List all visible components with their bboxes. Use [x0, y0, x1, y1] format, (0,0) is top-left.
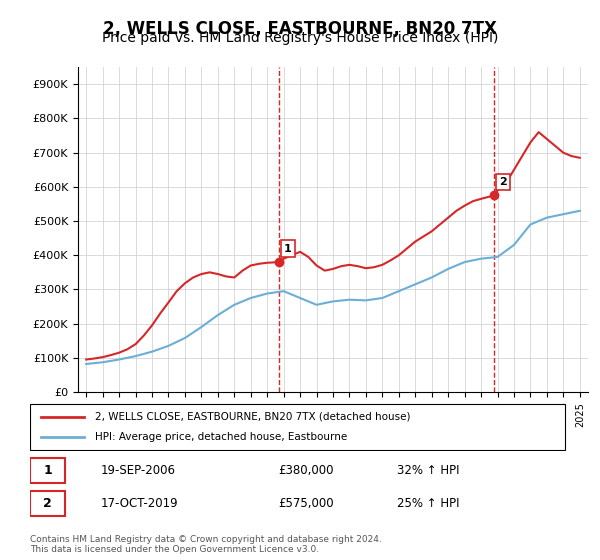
Text: £575,000: £575,000 — [278, 497, 334, 510]
Text: 2: 2 — [43, 497, 52, 510]
Text: 17-OCT-2019: 17-OCT-2019 — [100, 497, 178, 510]
Text: 1: 1 — [284, 244, 292, 254]
FancyBboxPatch shape — [30, 404, 565, 450]
Text: Price paid vs. HM Land Registry's House Price Index (HPI): Price paid vs. HM Land Registry's House … — [102, 31, 498, 45]
Text: 2, WELLS CLOSE, EASTBOURNE, BN20 7TX: 2, WELLS CLOSE, EASTBOURNE, BN20 7TX — [103, 20, 497, 38]
Text: 32% ↑ HPI: 32% ↑ HPI — [397, 464, 460, 477]
Text: 25% ↑ HPI: 25% ↑ HPI — [397, 497, 460, 510]
Text: 2: 2 — [499, 177, 507, 187]
Text: 1: 1 — [43, 464, 52, 477]
Text: 2, WELLS CLOSE, EASTBOURNE, BN20 7TX (detached house): 2, WELLS CLOSE, EASTBOURNE, BN20 7TX (de… — [95, 412, 410, 422]
Text: Contains HM Land Registry data © Crown copyright and database right 2024.
This d: Contains HM Land Registry data © Crown c… — [30, 535, 382, 554]
Text: 19-SEP-2006: 19-SEP-2006 — [100, 464, 175, 477]
FancyBboxPatch shape — [30, 458, 65, 483]
FancyBboxPatch shape — [30, 491, 65, 516]
Text: HPI: Average price, detached house, Eastbourne: HPI: Average price, detached house, East… — [95, 432, 347, 442]
Text: £380,000: £380,000 — [278, 464, 334, 477]
